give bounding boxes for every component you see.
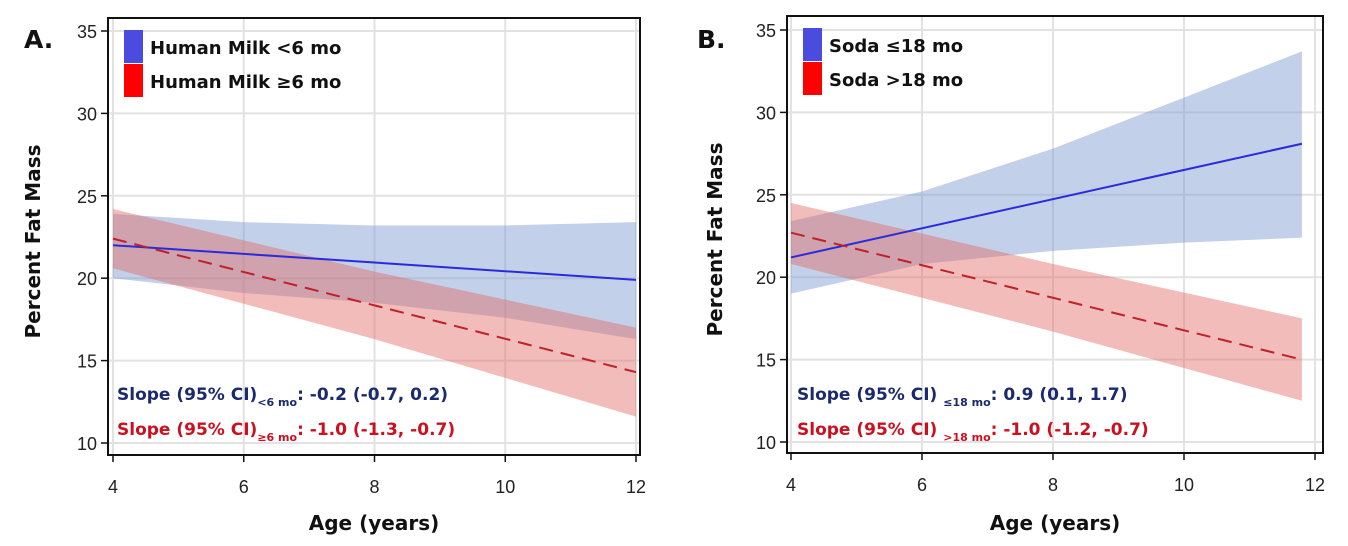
x-tick-label: 12 bbox=[1305, 475, 1325, 495]
panel-label: B. bbox=[697, 25, 726, 54]
x-tick-label: 12 bbox=[626, 477, 646, 497]
ci-band-0 bbox=[791, 51, 1302, 294]
x-tick-label: 8 bbox=[369, 477, 379, 497]
panel-label: A. bbox=[24, 25, 53, 54]
y-tick-label: 35 bbox=[756, 21, 776, 41]
legend-swatch-1 bbox=[124, 64, 143, 97]
legend-label-1: Human Milk ≥6 mo bbox=[150, 72, 341, 93]
annotation-subscript: ≤18 mo bbox=[943, 396, 991, 409]
annotation-subscript: ≥6 mo bbox=[257, 431, 297, 444]
fit-line-0 bbox=[112, 244, 637, 281]
annotation-subscript: <6 mo bbox=[257, 396, 297, 409]
y-tick-label: 10 bbox=[77, 434, 97, 454]
y-tick-label: 15 bbox=[756, 351, 776, 371]
y-tick-label: 10 bbox=[756, 433, 776, 453]
fit-line-0 bbox=[790, 142, 1303, 259]
slope-annotation-1: Slope (95% CI)≥6 mo: -1.0 (-1.3, -0.7) bbox=[117, 420, 455, 444]
x-axis-label: Age (years) bbox=[309, 511, 439, 535]
y-tick-label: 25 bbox=[77, 187, 97, 207]
slope-annotation-0: Slope (95% CI)<6 mo: -0.2 (-0.7, 0.2) bbox=[117, 385, 448, 409]
x-tick-label: 10 bbox=[1174, 475, 1194, 495]
panel-b: 10 15 20 25 30 35 4 6 8 10 12 Age (years) Percent Fa… bbox=[697, 15, 1325, 535]
annotation-prefix: Slope (95% CI) bbox=[117, 420, 257, 440]
slope-annotation-0: Slope (95% CI) ≤18 mo: 0.9 (0.1, 1.7) bbox=[797, 385, 1128, 409]
x-tick-label: 6 bbox=[917, 475, 927, 495]
legend-swatch-0 bbox=[803, 28, 822, 61]
x-axis-label: Age (years) bbox=[990, 511, 1120, 535]
y-tick-label: 20 bbox=[77, 269, 97, 289]
y-tick-label: 20 bbox=[756, 268, 776, 288]
y-tick-label: 30 bbox=[77, 104, 97, 124]
annotation-value: : -1.0 (-1.2, -0.7) bbox=[991, 420, 1149, 440]
fit-line-1 bbox=[112, 237, 637, 374]
plot-frame bbox=[786, 15, 1324, 454]
y-tick-label: 15 bbox=[77, 352, 97, 372]
annotation-prefix: Slope (95% CI) bbox=[797, 385, 943, 405]
ci-band-1 bbox=[791, 203, 1302, 401]
y-tick-label: 25 bbox=[756, 186, 776, 206]
legend-label-1: Soda >18 mo bbox=[829, 70, 963, 91]
annotation-prefix: Slope (95% CI) bbox=[797, 420, 943, 440]
annotation-value: : 0.9 (0.1, 1.7) bbox=[991, 385, 1128, 405]
x-tick-label: 10 bbox=[495, 477, 515, 497]
y-axis-label: Percent Fat Mass bbox=[703, 143, 727, 337]
annotation-prefix: Slope (95% CI) bbox=[117, 385, 257, 405]
legend-swatch-1 bbox=[803, 62, 822, 95]
x-tick-label: 4 bbox=[108, 477, 118, 497]
x-tick-label: 6 bbox=[239, 477, 249, 497]
panel-a: 10 15 20 25 30 35 4 6 8 10 12 Age (years) Percent Fa… bbox=[21, 17, 646, 535]
x-tick-label: 8 bbox=[1048, 475, 1058, 495]
y-axis-label: Percent Fat Mass bbox=[21, 145, 45, 339]
ci-band-1 bbox=[113, 208, 636, 417]
ci-band-0 bbox=[113, 213, 636, 340]
annotation-value: : -0.2 (-0.7, 0.2) bbox=[297, 385, 448, 405]
annotation-value: : -1.0 (-1.3, -0.7) bbox=[297, 420, 455, 440]
plot-area bbox=[787, 16, 1323, 453]
annotation-subscript: >18 mo bbox=[943, 431, 991, 444]
legend-swatch-0 bbox=[124, 30, 143, 63]
x-tick-label: 4 bbox=[786, 475, 796, 495]
y-tick-label: 30 bbox=[756, 103, 776, 123]
slope-annotation-1: Slope (95% CI) >18 mo: -1.0 (-1.2, -0.7) bbox=[797, 420, 1149, 444]
y-tick-label: 35 bbox=[77, 22, 97, 42]
legend-label-0: Human Milk <6 mo bbox=[150, 38, 341, 59]
legend-label-0: Soda ≤18 mo bbox=[829, 36, 963, 57]
